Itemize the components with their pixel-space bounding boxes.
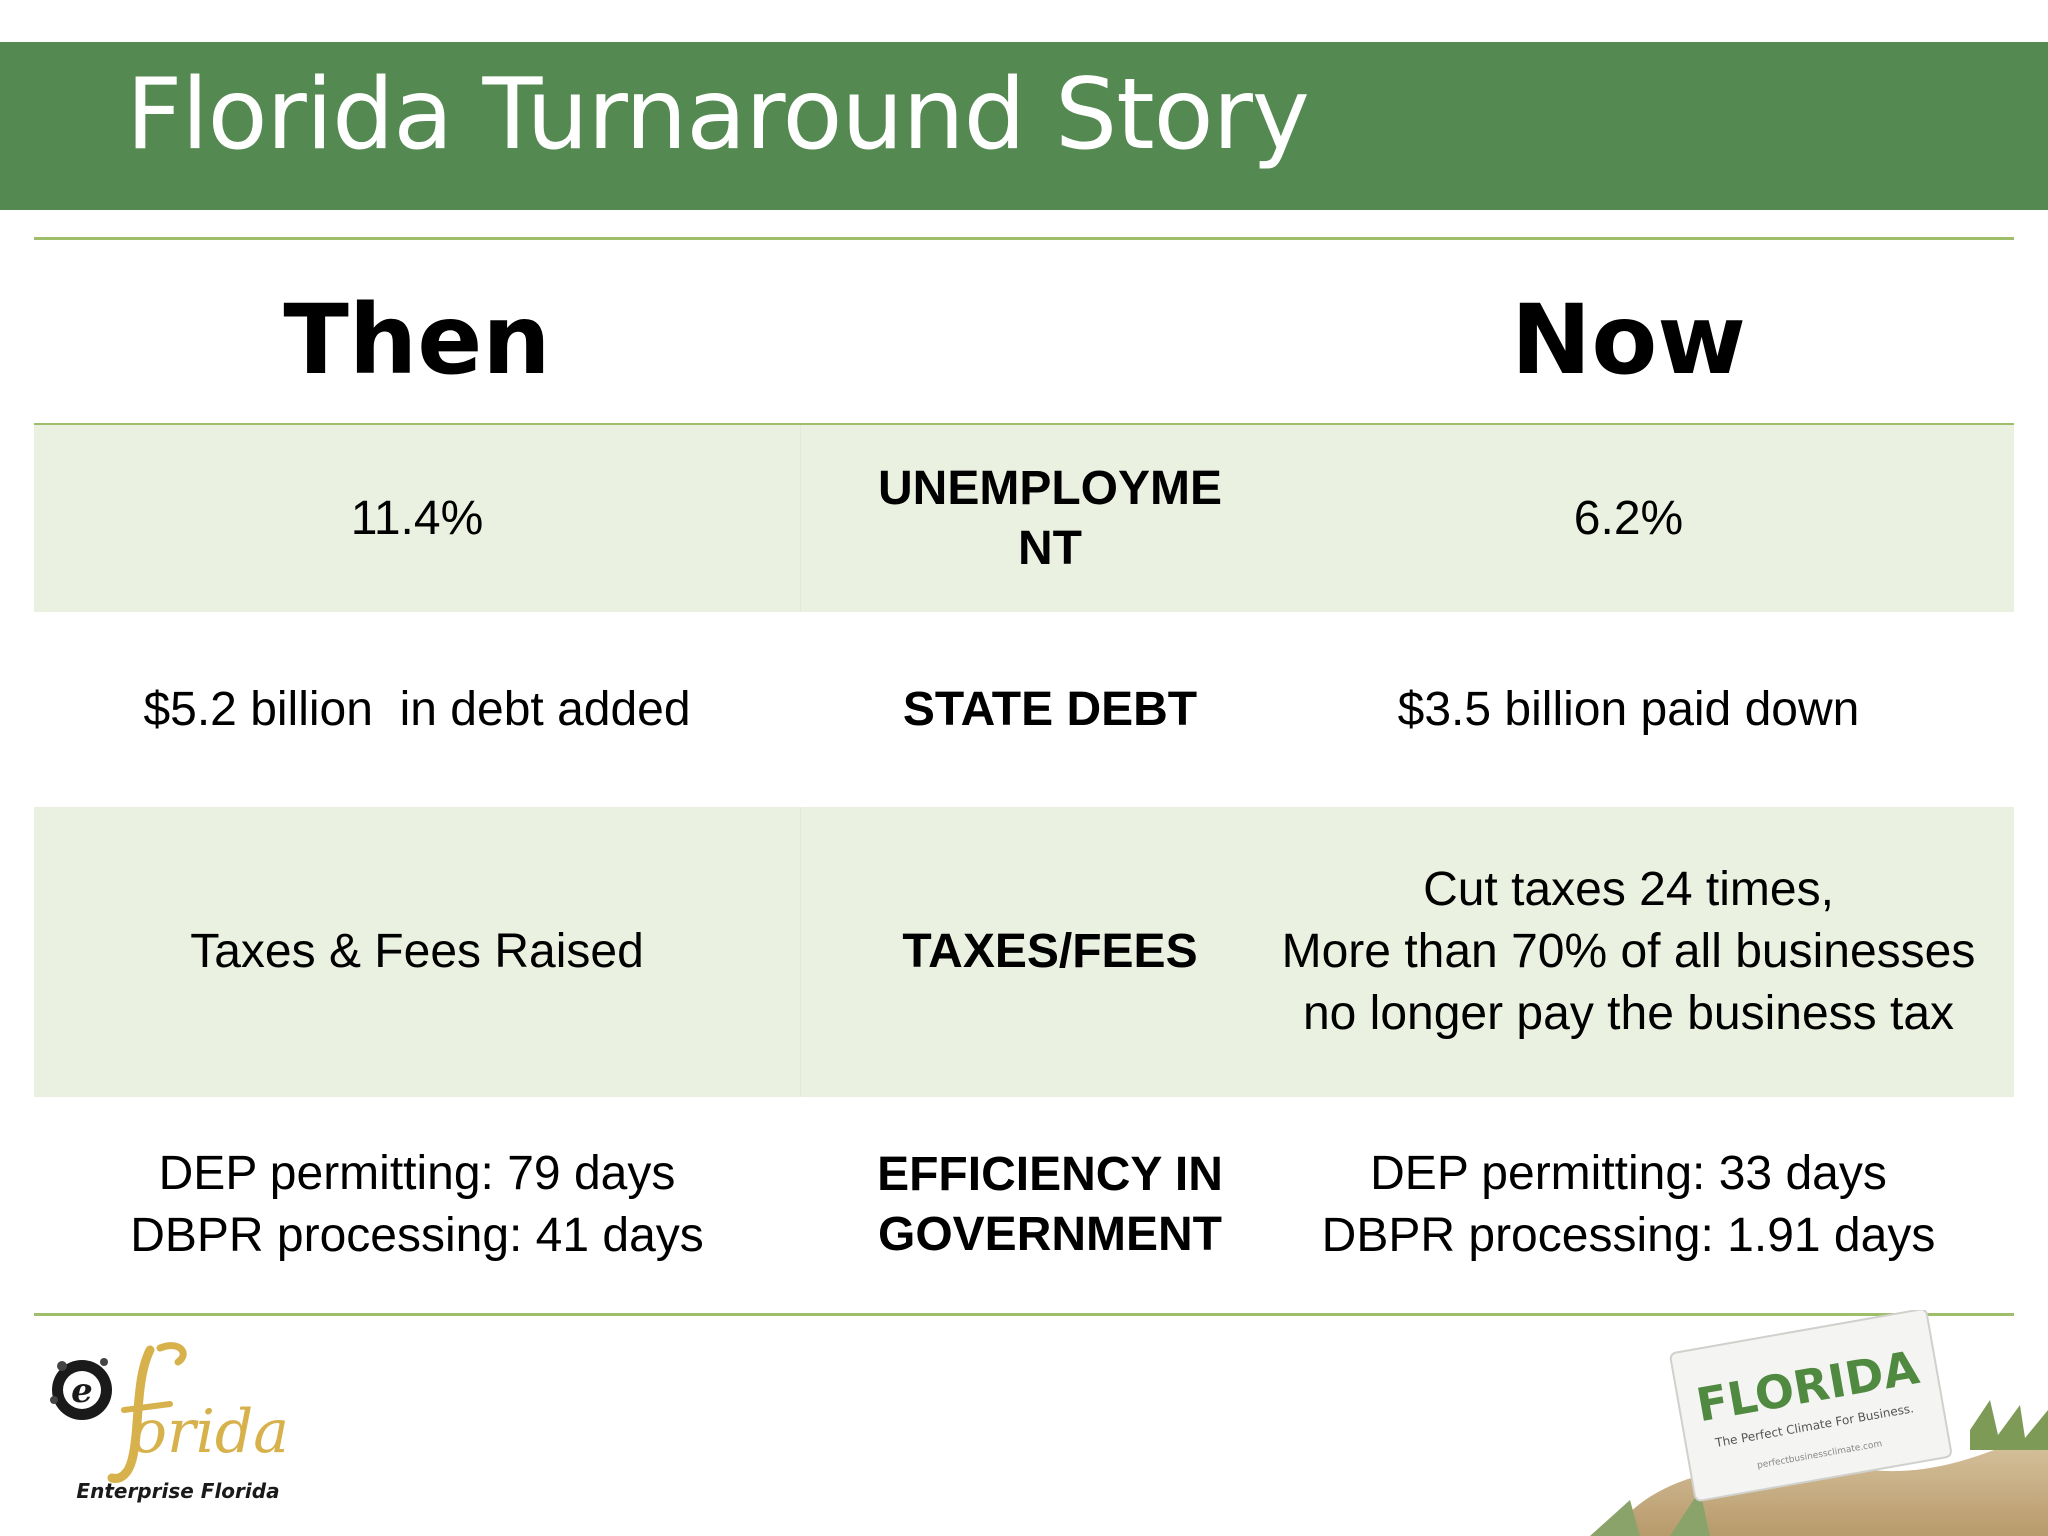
then-line: $5.2 billion in debt added [143,682,691,736]
table-row: $5.2 billion in debt added STATE DEBT $3… [34,612,2014,807]
slide-title: Florida Turnaround Story [126,58,1310,172]
topic-cell: UNEMPLOYME NT [800,425,1300,612]
then-line: Taxes & Fees Raised [190,925,644,978]
topic-line: UNEMPLOYME [877,461,1222,515]
then-line: DBPR processing: 41 days [130,1209,704,1262]
bottom-rule [34,1313,2014,1316]
topic-cell: EFFICIENCY IN GOVERNMENT [800,1097,1300,1313]
table-row: 11.4% UNEMPLOYME NT 6.2% [34,425,2014,612]
title-bar [0,42,2048,210]
table-row: Taxes & Fees Raised TAXES/FEES Cut taxes… [34,807,2014,1097]
svg-text:Enterprise Florida: Enterprise Florida [76,1479,279,1503]
now-cell: DEP permitting: 33 days DBPR processing:… [1243,1097,2014,1313]
now-line: no longer pay the business tax [1302,987,1955,1040]
now-line: DEP permitting: 33 days [1370,1147,1887,1200]
now-line: Cut taxes 24 times, [1423,863,1834,916]
now-line: More than 70% of all businesses [1281,925,1976,978]
florida-card-logo: FLORIDA The Perfect Climate For Business… [1590,1310,2048,1536]
topic-cell: TAXES/FEES [800,807,1300,1097]
svg-text:e: e [71,1371,93,1411]
table-row: DEP permitting: 79 days DBPR processing:… [34,1097,2014,1313]
then-line: 11.4% [350,491,484,545]
enterprise-florida-logo: e orida Enterprise Florida [50,1342,289,1503]
then-cell: DEP permitting: 79 days DBPR processing:… [34,1097,800,1313]
topic-line: GOVERNMENT [877,1208,1222,1261]
now-cell: Cut taxes 24 times, More than 70% of all… [1243,807,2014,1097]
svg-text:orida: orida [131,1397,289,1467]
now-line: 6.2% [1573,491,1684,545]
column-divider [800,425,801,612]
top-rule [34,237,2014,240]
now-line: DBPR processing: 1.91 days [1321,1209,1936,1262]
topic-line: NT [1018,521,1082,575]
then-line: DEP permitting: 79 days [158,1147,676,1200]
topic-line: TAXES/FEES [902,925,1198,978]
header-now: Now [1511,284,1746,396]
topic-line: STATE DEBT [902,682,1198,736]
topic-line: EFFICIENCY IN [877,1148,1223,1201]
now-cell: 6.2% [1243,425,2014,612]
now-cell: $3.5 billion paid down [1243,612,2014,807]
then-cell: Taxes & Fees Raised [34,807,800,1097]
header-then: Then [283,284,551,396]
column-divider [800,807,801,1097]
header-rule [34,423,2014,425]
then-cell: $5.2 billion in debt added [34,612,800,807]
now-line: $3.5 billion paid down [1397,682,1860,736]
then-cell: 11.4% [34,425,800,612]
topic-cell: STATE DEBT [800,612,1300,807]
